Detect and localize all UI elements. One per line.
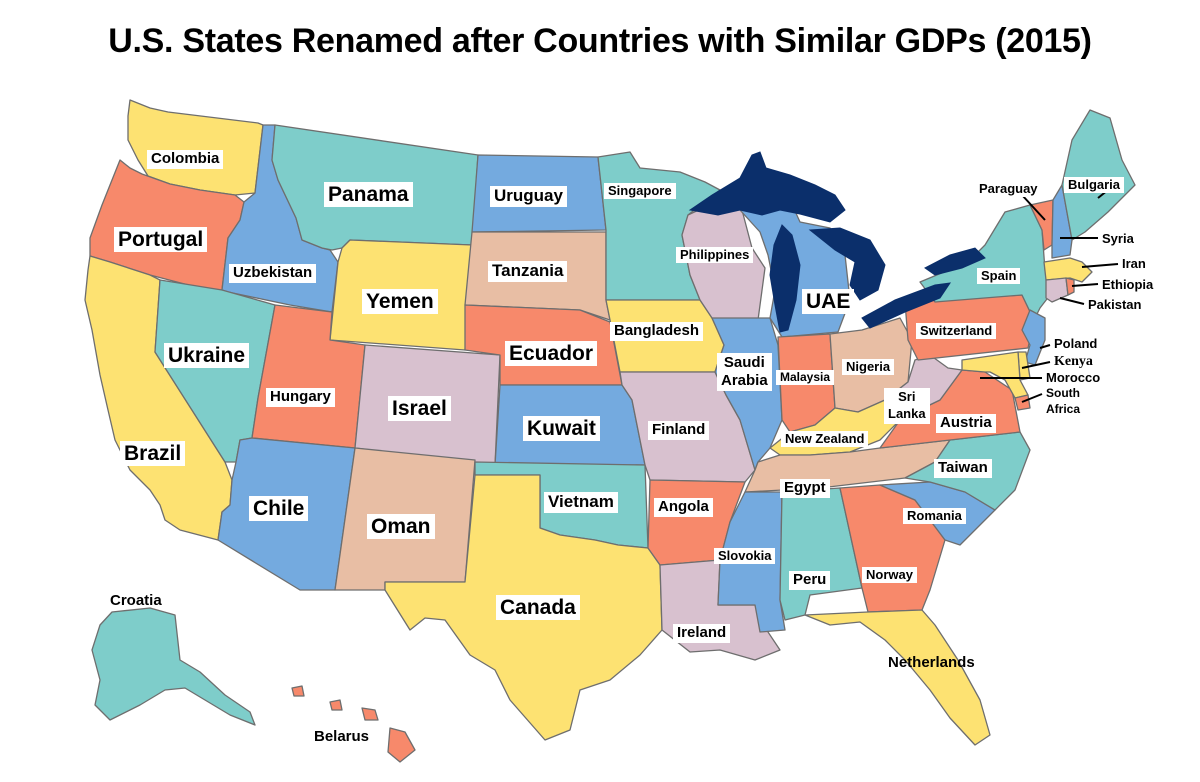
label-idaho: Uzbekistan [229, 264, 317, 283]
state-maine [1061, 109, 1136, 241]
leader-dc [1021, 393, 1043, 403]
label-nebraska: Ecuador [505, 341, 598, 367]
map-title: U.S. States Renamed after Countries with… [108, 22, 1092, 60]
label-washington: Colombia [147, 150, 224, 169]
label-nevada: Ukraine [164, 343, 250, 369]
lake-erie [861, 282, 952, 329]
leader-delaware [1021, 361, 1051, 369]
label-minnesota: Singapore [604, 183, 676, 200]
state-vermont [1029, 199, 1054, 251]
label-mississippi: Slovokia [714, 548, 776, 565]
label-michigan: UAE [802, 289, 855, 315]
label-maryland: Morocco [1046, 370, 1101, 385]
label-wisconsin: Philippines [676, 247, 754, 264]
lake-ontario [924, 247, 986, 276]
label-delaware: Kenya [1054, 354, 1093, 369]
label-texas: Canada [496, 595, 580, 621]
leader-vermont [1021, 194, 1046, 221]
label-vermont: Paraguay [975, 181, 1042, 198]
label-south-dakota: Tanzania [488, 261, 568, 282]
label-new-jersey: Poland [1054, 336, 1098, 351]
label-colorado: Israel [388, 396, 451, 422]
label-arkansas: Angola [654, 498, 713, 517]
label-wyoming: Yemen [362, 289, 438, 315]
label-dc-line1: South [1046, 386, 1080, 400]
label-california: Brazil [120, 441, 186, 467]
label-new-mexico: Oman [367, 514, 435, 540]
label-alaska: Croatia [110, 592, 162, 609]
label-montana: Panama [324, 182, 413, 208]
label-utah: Hungary [266, 388, 335, 407]
label-illinois: Saudi Arabia [717, 353, 772, 391]
label-dc: South Africa [1042, 385, 1084, 418]
label-georgia: Norway [862, 567, 917, 584]
label-missouri: Finland [648, 421, 710, 440]
state-hawaii-kauai [291, 685, 305, 697]
label-new-hampshire: Syria [1102, 231, 1134, 246]
label-kansas: Kuwait [523, 416, 600, 442]
label-west-virginia: Sri Lanka [884, 388, 930, 424]
label-pennsylvania: Switzerland [916, 323, 997, 340]
label-south-carolina: Romania [903, 508, 966, 525]
label-kentucky: New Zealand [781, 431, 869, 448]
label-alabama: Peru [789, 571, 831, 590]
label-florida: Netherlands [888, 654, 975, 671]
lake-huron [808, 227, 886, 301]
lake-michigan [769, 224, 801, 333]
label-oklahoma: Vietnam [544, 492, 618, 513]
label-illinois-line2: Arabia [721, 372, 768, 389]
state-maryland [961, 351, 1029, 399]
label-illinois-line1: Saudi [723, 354, 765, 371]
leader-new-jersey [1039, 344, 1051, 349]
label-maine: Bulgaria [1064, 177, 1125, 194]
label-dc-line2: Africa [1046, 401, 1081, 416]
label-north-carolina: Taiwan [934, 459, 992, 478]
label-arizona: Chile [249, 496, 309, 522]
leader-rhode-island [1071, 283, 1099, 287]
label-ohio: Nigeria [842, 359, 895, 376]
label-connecticut: Pakistan [1088, 297, 1142, 312]
state-hawaii-oahu [329, 699, 343, 711]
label-louisiana: Ireland [673, 624, 731, 643]
label-tennessee: Egypt [780, 479, 830, 498]
lake-superior [688, 151, 846, 223]
label-iowa: Bangladesh [610, 322, 704, 341]
label-west-virginia-line2: Lanka [888, 405, 926, 421]
state-florida [804, 609, 991, 746]
leader-connecticut [1059, 297, 1085, 305]
state-hawaii-big [387, 727, 416, 763]
label-west-virginia-line1: Sri [898, 389, 916, 404]
state-new-jersey [1021, 309, 1046, 366]
state-hawaii-maui [361, 707, 379, 721]
label-hawaii: Belarus [314, 728, 370, 745]
label-new-york: Spain [977, 268, 1021, 285]
label-virginia: Austria [936, 414, 996, 433]
label-rhode-island: Ethiopia [1102, 277, 1154, 292]
leader-massachusetts [1081, 263, 1119, 268]
label-indiana: Malaysia [776, 370, 835, 386]
label-massachusetts: Iran [1122, 256, 1146, 271]
state-alaska [91, 607, 256, 726]
state-rhode-island [1065, 277, 1075, 296]
label-oregon: Portugal [114, 227, 208, 253]
label-north-dakota: Uruguay [490, 186, 567, 207]
